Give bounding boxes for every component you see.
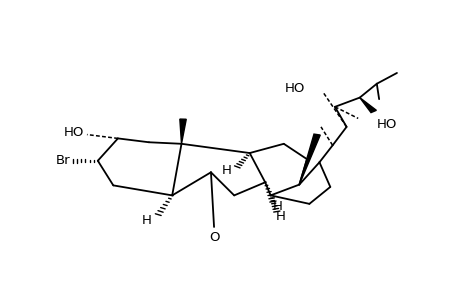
- Text: Br: Br: [56, 154, 71, 167]
- Polygon shape: [359, 98, 375, 112]
- Text: O: O: [208, 231, 219, 244]
- Text: H: H: [272, 200, 282, 213]
- Text: H: H: [222, 164, 231, 177]
- Text: H: H: [142, 214, 152, 227]
- Polygon shape: [299, 134, 319, 184]
- Text: H: H: [275, 211, 285, 224]
- Text: HO: HO: [285, 82, 305, 95]
- Text: HO: HO: [64, 126, 84, 139]
- Text: HO: HO: [376, 118, 396, 131]
- Polygon shape: [179, 119, 186, 144]
